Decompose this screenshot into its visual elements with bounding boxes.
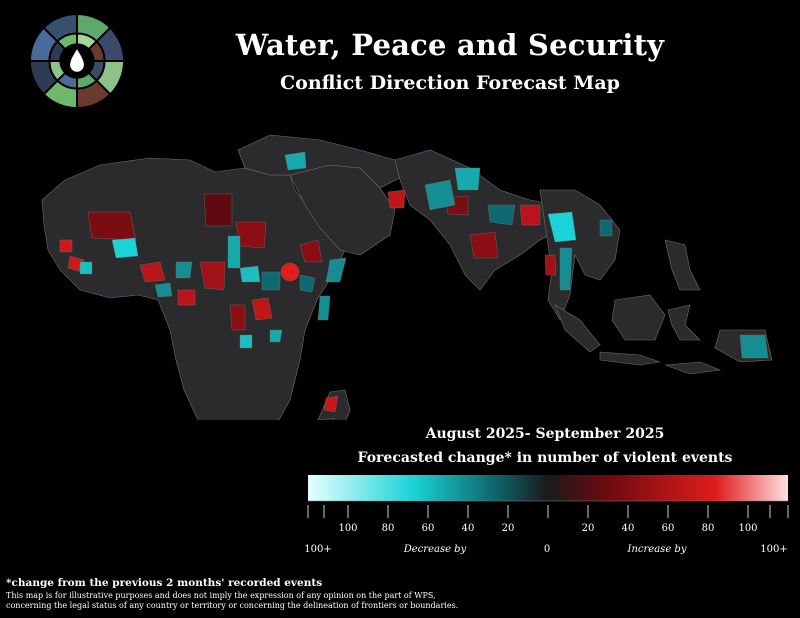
tick-left-60: 60 <box>422 523 435 534</box>
tick-right-80: 80 <box>702 523 715 534</box>
page-title: Water, Peace and Security <box>235 28 665 62</box>
sumatra <box>554 304 601 353</box>
disclaimer-line-1: This map is for illustrative purposes an… <box>6 591 436 600</box>
tick-right-20: 20 <box>582 523 595 534</box>
legend-right-end: 100+ <box>760 544 787 555</box>
tick-right-40: 40 <box>622 523 635 534</box>
page-subtitle: Conflict Direction Forecast Map <box>280 72 620 94</box>
java <box>599 351 661 366</box>
sulawesi <box>667 304 701 341</box>
forecast-map <box>41 134 773 420</box>
tick-left-100: 100 <box>338 523 357 534</box>
tick-right-60: 60 <box>662 523 675 534</box>
legend-gradient-bar <box>308 475 788 501</box>
legend-title: Forecasted change* in number of violent … <box>357 450 733 466</box>
lesser-sunda <box>664 361 722 375</box>
tick-left-80: 80 <box>382 523 395 534</box>
footnote: *change from the previous 2 months' reco… <box>6 577 323 589</box>
wps-logo <box>28 12 126 110</box>
disclaimer: This map is for illustrative purposes an… <box>6 591 706 611</box>
borneo <box>611 294 666 341</box>
middle-east-region <box>237 134 406 189</box>
legend-left-end: 100+ <box>304 544 331 555</box>
tick-left-40: 40 <box>462 523 475 534</box>
legend-scale: 100 80 60 40 20 20 40 60 80 100 100+ Dec… <box>304 475 789 555</box>
legend-zero-label: 0 <box>544 544 550 555</box>
tick-left-20: 20 <box>502 523 515 534</box>
legend-period: August 2025- September 2025 <box>425 426 665 442</box>
tick-right-100: 100 <box>738 523 757 534</box>
disclaimer-line-2: concerning the legal status of any count… <box>6 601 459 610</box>
africa-region <box>41 157 346 420</box>
legend-decrease-label: Decrease by <box>403 544 467 555</box>
legend-increase-label: Increase by <box>627 544 687 555</box>
philippines <box>664 239 701 291</box>
